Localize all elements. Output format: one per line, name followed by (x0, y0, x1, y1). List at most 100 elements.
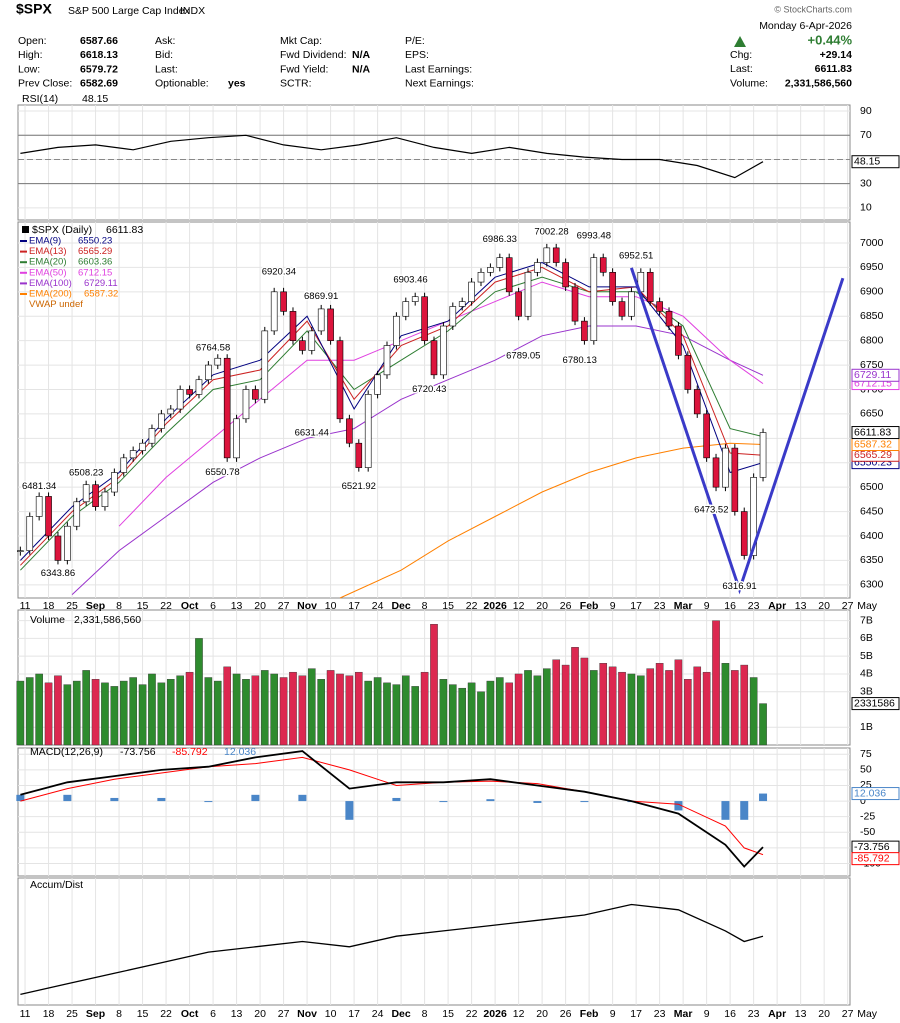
volume-bar (439, 679, 448, 746)
volume-bar (298, 675, 307, 746)
volume-bar (63, 684, 72, 746)
y-tick-label: 6350 (860, 554, 884, 566)
x-tick-label: Apr (768, 600, 786, 612)
price-annotation: 6764.58 (196, 342, 230, 353)
x-tick-label: Sep (86, 600, 105, 612)
value-tag-text: 6611.83 (854, 426, 891, 438)
x-tick-label: 20 (818, 600, 830, 612)
panel-title-value: -73.756 (120, 746, 156, 758)
value-tag (851, 426, 900, 440)
x-tick-label: Feb (580, 600, 599, 612)
price-annotation: 6720.43 (412, 384, 446, 395)
legend-name: EMA(20) (29, 257, 66, 268)
price-annotation: 6631.44 (295, 427, 329, 438)
y-tick-label: 0 (860, 795, 866, 807)
x-tick-label: 27 (842, 600, 854, 612)
x-tick-label: 20 (536, 1008, 548, 1020)
candle (740, 511, 748, 556)
y-tick-label: 25 (860, 779, 872, 791)
candle (317, 308, 325, 332)
price-annotation: 6508.23 (69, 468, 103, 479)
volume-bar (646, 668, 655, 746)
volume-bar (608, 666, 617, 746)
y-tick-label: 6750 (860, 359, 884, 371)
y-tick-label: -50 (860, 826, 875, 838)
x-tick-label: 18 (43, 600, 55, 612)
quote-value: +29.14 (820, 49, 853, 61)
macd-line (20, 756, 764, 856)
x-tick-label: 8 (116, 1008, 122, 1020)
rsi-line (20, 134, 764, 179)
value-tag (851, 155, 900, 169)
legend-swatch (22, 226, 29, 233)
field-value: N/A (352, 49, 371, 61)
candle (383, 345, 391, 376)
candle (675, 325, 682, 356)
field-label: EPS: (405, 49, 429, 61)
x-tick-label: 9 (704, 1008, 710, 1020)
y-tick-label: 70 (860, 129, 872, 141)
change-pct: +0.44% (808, 32, 853, 47)
x-tick-label: 20 (254, 600, 266, 612)
candle (609, 271, 616, 302)
candle (562, 262, 569, 288)
x-tick-label: Dec (391, 1008, 410, 1020)
candle (374, 374, 381, 395)
x-tick-label: 9 (610, 1008, 616, 1020)
value-tag-text: 6729.11 (854, 369, 891, 381)
macd-histogram (580, 801, 589, 803)
candle (515, 291, 522, 317)
x-tick-label: 20 (536, 600, 548, 612)
legend-name: VWAP undef (29, 299, 83, 310)
x-tick-label: 13 (231, 1008, 243, 1020)
quote-label: Chg: (730, 49, 752, 61)
volume-bar (91, 679, 100, 746)
candle (355, 442, 363, 468)
x-tick-label: 23 (654, 600, 666, 612)
macd-histogram (533, 801, 542, 803)
x-tick-label: 18 (43, 1008, 55, 1020)
volume-bar (82, 670, 90, 746)
candle (505, 257, 513, 293)
panel-frame (17, 104, 851, 221)
volume-bar (665, 670, 673, 746)
volume-bar (44, 682, 53, 746)
candle (703, 413, 710, 459)
field-label: High: (18, 49, 43, 61)
candle (35, 496, 43, 517)
x-tick-label: 12 (513, 1008, 525, 1020)
candle (186, 389, 193, 395)
candle (524, 271, 532, 317)
panel-title-value: -85.792 (172, 746, 208, 758)
x-tick-label: 13 (795, 1008, 807, 1020)
y-tick-label: 4B (860, 668, 873, 680)
x-tick-label: Oct (181, 1008, 199, 1020)
candle (430, 340, 438, 376)
x-tick-label: Nov (297, 1008, 317, 1020)
candle (411, 296, 419, 302)
x-tick-label: 20 (818, 1008, 830, 1020)
x-tick-label: Feb (580, 1008, 599, 1020)
candle (599, 257, 607, 273)
field-label: Mkt Cap: (280, 35, 322, 47)
candle (54, 535, 62, 561)
price-annotation: 6316.91 (722, 581, 756, 592)
volume-bar (279, 677, 288, 746)
volume-bar (345, 675, 354, 746)
candle (252, 389, 259, 400)
volume-bar (543, 668, 551, 746)
x-tick-label: 17 (630, 1008, 642, 1020)
y-tick-label: 6850 (860, 310, 884, 322)
volume-bar (712, 620, 720, 746)
volume-bar (533, 675, 542, 746)
y-tick-label: 6500 (860, 481, 884, 493)
x-tick-label: 16 (724, 1008, 736, 1020)
field-label: SCTR: (280, 78, 312, 90)
candle (92, 484, 99, 507)
value-tag-text: 12.036 (854, 787, 886, 799)
x-tick-label: 11 (20, 600, 31, 612)
volume-bar (166, 679, 175, 746)
y-tick-label: 6800 (860, 334, 884, 346)
price-annotation: 6986.33 (483, 234, 517, 245)
x-tick-label: May (857, 600, 878, 612)
